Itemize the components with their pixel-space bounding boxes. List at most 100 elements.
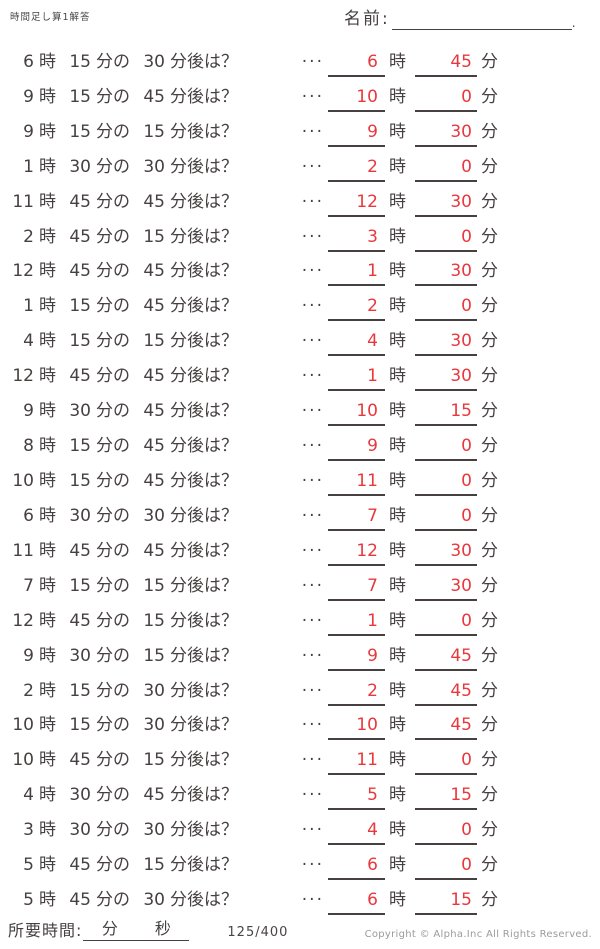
minutes-after-label: 分後は？ — [170, 470, 238, 491]
answer-hour-blank: 9 — [328, 436, 385, 462]
question: 10 時 15 分の 45 分後は？ ··· — [8, 466, 328, 496]
minutes-after-label: 分後は？ — [170, 575, 238, 596]
answer-hour-blank: 2 — [328, 681, 385, 706]
question: 12 時 45 分の 45 分後は？ ··· — [8, 361, 328, 391]
question-hour: 6 — [23, 505, 34, 526]
question-minute: 45 — [69, 366, 91, 387]
question-minute: 45 — [69, 540, 91, 561]
answer-minute-blank: 0 — [415, 820, 477, 846]
minute-no-label: 分の — [96, 750, 130, 771]
minute-no-label: 分の — [96, 505, 130, 526]
elapsed-minutes-unit-label: 分 — [101, 919, 118, 938]
answer-minute-value: 0 — [461, 610, 472, 631]
answer-hour-blank: 1 — [328, 261, 385, 287]
answer-minute-blank: 0 — [415, 506, 477, 531]
answer-hour-blank: 11 — [328, 471, 385, 496]
question: 9 時 30 分の 45 分後は？ ··· — [8, 396, 328, 426]
minutes-after-label: 分後は？ — [170, 680, 238, 701]
question: 9 時 15 分の 15 分後は？ ··· — [8, 117, 328, 147]
problem-row: 10 時 15 分の 30 分後は？ ··· 10 時 45 分 — [0, 706, 600, 741]
answer-minute-blank: 0 — [415, 157, 477, 182]
answer-minute-value: 45 — [450, 680, 472, 701]
minute-no-label: 分の — [96, 890, 130, 911]
question-minute: 15 — [69, 575, 91, 596]
ellipsis: ··· — [301, 331, 324, 352]
minute-no-label: 分の — [96, 785, 130, 806]
ellipsis: ··· — [301, 121, 324, 142]
question-minute: 30 — [69, 505, 91, 526]
answer-minute-value: 30 — [450, 366, 472, 387]
question-minute: 15 — [69, 715, 91, 736]
answer-minute-blank: 0 — [415, 436, 477, 462]
problem-row: 4 時 30 分の 45 分後は？ ··· 5 時 15 分 — [0, 775, 600, 811]
question-minute: 45 — [69, 750, 91, 771]
answer-hour-blank: 9 — [328, 646, 385, 671]
answer-hour-blank: 12 — [328, 192, 385, 217]
hour-unit-label: 時 — [39, 51, 56, 72]
answer-minute-unit-label: 分 — [481, 331, 498, 352]
question-hour: 4 — [23, 331, 34, 352]
minutes-after-label: 分後は？ — [170, 156, 238, 177]
answer-minute-blank: 30 — [415, 261, 477, 287]
hour-unit-label: 時 — [39, 191, 56, 212]
answer-minute-value: 15 — [450, 890, 472, 911]
hour-unit-label: 時 — [39, 436, 56, 457]
answer-minute-blank: 30 — [415, 541, 477, 566]
question: 1 時 15 分の 45 分後は？ ··· — [8, 291, 328, 321]
ellipsis: ··· — [301, 610, 324, 631]
answer-minute-blank: 0 — [415, 750, 477, 776]
elapsed-time-blank: 分 秒 — [83, 915, 190, 941]
question-minute: 30 — [69, 820, 91, 841]
answer-minute-unit-label: 分 — [481, 750, 498, 771]
question-minute: 30 — [69, 645, 91, 666]
answer-minute-value: 15 — [450, 401, 472, 422]
answer-minute-unit-label: 分 — [481, 575, 498, 596]
answer-minute-blank: 45 — [415, 681, 477, 706]
hour-unit-label: 時 — [39, 785, 56, 806]
minutes-after-label: 分後は？ — [170, 366, 238, 387]
minute-no-label: 分の — [96, 121, 130, 142]
answer-hour-value: 2 — [367, 296, 378, 317]
minutes-after-label: 分後は？ — [170, 121, 238, 142]
footer: 所要時間: 分 秒 125/400 Copyright © Alpha.Inc … — [0, 915, 600, 949]
minute-no-label: 分の — [96, 575, 130, 596]
question: 6 時 15 分の 30 分後は？ ··· — [8, 47, 328, 77]
answer-minute-unit-label: 分 — [481, 470, 498, 491]
answer-minute-value: 0 — [461, 820, 472, 841]
question-hour: 1 — [23, 156, 34, 177]
question: 4 時 30 分の 45 分後は？ ··· — [8, 780, 328, 810]
minute-no-label: 分の — [96, 540, 130, 561]
answer-hour-blank: 4 — [328, 820, 385, 846]
answer-hour-value: 6 — [367, 855, 378, 876]
answer-hour-blank: 2 — [328, 296, 385, 322]
problem-row: 9 時 30 分の 15 分後は？ ··· 9 時 45 分 — [0, 636, 600, 671]
answer-hour-value: 6 — [367, 51, 378, 72]
answer-minute-blank: 0 — [415, 611, 477, 636]
answer-hour-blank: 7 — [328, 576, 385, 601]
ellipsis: ··· — [301, 715, 324, 736]
answer-hour-blank: 6 — [328, 52, 385, 77]
minute-no-label: 分の — [96, 470, 130, 491]
question-minute: 15 — [69, 680, 91, 701]
question-added-minutes: 30 — [143, 680, 165, 701]
answer-hour-value: 5 — [367, 785, 378, 806]
answer-minute-value: 30 — [450, 191, 472, 212]
ellipsis: ··· — [301, 226, 324, 247]
minute-no-label: 分の — [96, 226, 130, 247]
answer-hour-unit-label: 時 — [389, 191, 406, 212]
answer-hour-unit-label: 時 — [389, 470, 406, 491]
minute-no-label: 分の — [96, 261, 130, 282]
hour-unit-label: 時 — [39, 575, 56, 596]
question-minute: 15 — [69, 121, 91, 142]
problem-row: 8 時 15 分の 45 分後は？ ··· 9 時 0 分 — [0, 426, 600, 462]
answer-minute-unit-label: 分 — [481, 645, 498, 666]
hour-unit-label: 時 — [39, 715, 56, 736]
answer-minute-value: 0 — [461, 505, 472, 526]
minute-no-label: 分の — [96, 331, 130, 352]
ellipsis: ··· — [301, 296, 324, 317]
minute-no-label: 分の — [96, 820, 130, 841]
minute-no-label: 分の — [96, 715, 130, 736]
question-hour: 9 — [23, 645, 34, 666]
problem-row: 2 時 45 分の 15 分後は？ ··· 3 時 0 分 — [0, 217, 600, 252]
ellipsis: ··· — [301, 51, 324, 72]
